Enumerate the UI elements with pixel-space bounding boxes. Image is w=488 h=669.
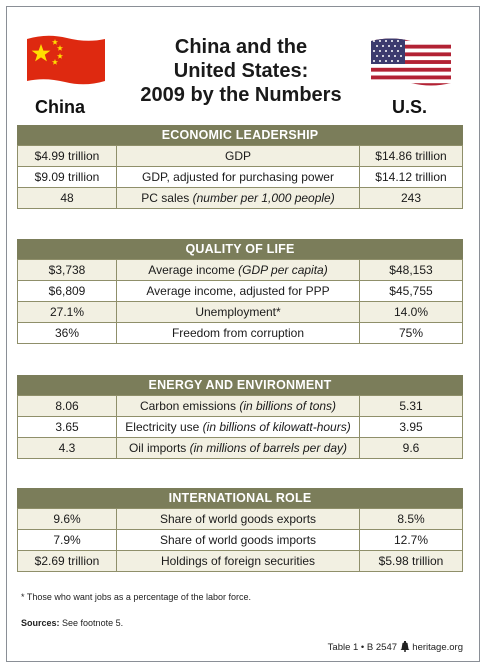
metric-label: Oil imports (in millions of barrels per …: [116, 437, 360, 459]
china-value: $3,738: [17, 259, 117, 281]
us-label: U.S.: [392, 97, 428, 117]
table-row: $4.99 trillion GDP $14.86 trillion: [17, 145, 463, 167]
us-value: $48,153: [359, 259, 463, 281]
section-international-role: INTERNATIONAL ROLE 9.6% Share of world g…: [17, 488, 463, 572]
sources: Sources: See footnote 5.: [21, 618, 123, 628]
china-value: $9.09 trillion: [17, 166, 117, 188]
table-row: $6,809 Average income, adjusted for PPP …: [17, 280, 463, 302]
metric-label: Electricity use (in billions of kilowatt…: [116, 416, 360, 438]
china-label: China: [35, 97, 86, 117]
section-header: QUALITY OF LIFE: [17, 239, 463, 259]
metric-label: PC sales (number per 1,000 people): [116, 187, 360, 209]
header: China China and the United States: 2009 …: [7, 7, 479, 125]
us-value: $14.12 trillion: [359, 166, 463, 188]
table-row: 3.65 Electricity use (in billions of kil…: [17, 416, 463, 438]
china-value: 9.6%: [17, 508, 117, 530]
credit: Table 1 • B 2547 heritage.org: [328, 641, 463, 653]
table-row: 4.3 Oil imports (in millions of barrels …: [17, 437, 463, 459]
china-value: 7.9%: [17, 529, 117, 551]
china-value: 27.1%: [17, 301, 117, 323]
section-header: ENERGY AND ENVIRONMENT: [17, 375, 463, 395]
table-card: China China and the United States: 2009 …: [6, 6, 480, 662]
section-quality-of-life: QUALITY OF LIFE $3,738 Average income (G…: [17, 239, 463, 344]
section-header: ECONOMIC LEADERSHIP: [17, 125, 463, 145]
china-value: $2.69 trillion: [17, 550, 117, 572]
metric-label: Unemployment*: [116, 301, 360, 323]
section-energy-and-environment: ENERGY AND ENVIRONMENT 8.06 Carbon emiss…: [17, 375, 463, 459]
china-value: $4.99 trillion: [17, 145, 117, 167]
metric-label: Average income, adjusted for PPP: [116, 280, 360, 302]
china-value: 8.06: [17, 395, 117, 417]
us-value: 8.5%: [359, 508, 463, 530]
table-row: $3,738 Average income (GDP per capita) $…: [17, 259, 463, 281]
china-value: 4.3: [17, 437, 117, 459]
table-row: 9.6% Share of world goods exports 8.5%: [17, 508, 463, 530]
us-value: $45,755: [359, 280, 463, 302]
title-line-1: China and the: [174, 36, 308, 58]
metric-label: Freedom from corruption: [116, 322, 360, 344]
data-table: $3,738 Average income (GDP per capita) $…: [17, 259, 463, 344]
us-value: 12.7%: [359, 529, 463, 551]
metric-label: GDP: [116, 145, 360, 167]
title-line-2: United States:: [173, 60, 309, 82]
table-row: 48 PC sales (number per 1,000 people) 24…: [17, 187, 463, 209]
us-value: $14.86 trillion: [359, 145, 463, 167]
metric-label: GDP, adjusted for purchasing power: [116, 166, 360, 188]
metric-label: Share of world goods imports: [116, 529, 360, 551]
table-number: Table 1 • B 2547: [327, 642, 398, 653]
us-value: 14.0%: [359, 301, 463, 323]
table-row: 27.1% Unemployment* 14.0%: [17, 301, 463, 323]
metric-label: Holdings of foreign securities: [116, 550, 360, 572]
metric-label: Average income (GDP per capita): [116, 259, 360, 281]
section-header: INTERNATIONAL ROLE: [17, 488, 463, 508]
china-value: $6,809: [17, 280, 117, 302]
sources-label: Sources:: [21, 618, 60, 628]
data-table: 8.06 Carbon emissions (in billions of to…: [17, 395, 463, 459]
us-value: 9.6: [359, 437, 463, 459]
china-flag-icon: [27, 35, 105, 85]
us-flag-icon: [371, 38, 451, 86]
us-value: 5.31: [359, 395, 463, 417]
section-economic-leadership: ECONOMIC LEADERSHIP $4.99 trillion GDP $…: [17, 125, 463, 209]
table-row: $2.69 trillion Holdings of foreign secur…: [17, 550, 463, 572]
us-value: 243: [359, 187, 463, 209]
table-row: $9.09 trillion GDP, adjusted for purchas…: [17, 166, 463, 188]
table-row: 8.06 Carbon emissions (in billions of to…: [17, 395, 463, 417]
china-value: 48: [17, 187, 117, 209]
title-line-3: 2009 by the Numbers: [140, 84, 342, 106]
site-link[interactable]: heritage.org: [412, 642, 463, 653]
page-title: China and the United States: 2009 by the…: [117, 35, 365, 107]
data-table: 9.6% Share of world goods exports 8.5% 7…: [17, 508, 463, 572]
us-value: 3.95: [359, 416, 463, 438]
footnote: * Those who want jobs as a percentage of…: [21, 592, 251, 602]
china-value: 36%: [17, 322, 117, 344]
data-table: $4.99 trillion GDP $14.86 trillion $9.09…: [17, 145, 463, 209]
sources-text: See footnote 5.: [62, 618, 124, 628]
table-row: 36% Freedom from corruption 75%: [17, 322, 463, 344]
us-value: $5.98 trillion: [359, 550, 463, 572]
metric-label: Share of world goods exports: [116, 508, 360, 530]
china-value: 3.65: [17, 416, 117, 438]
us-value: 75%: [359, 322, 463, 344]
liberty-bell-icon: [400, 641, 410, 652]
table-row: 7.9% Share of world goods imports 12.7%: [17, 529, 463, 551]
metric-label: Carbon emissions (in billions of tons): [116, 395, 360, 417]
